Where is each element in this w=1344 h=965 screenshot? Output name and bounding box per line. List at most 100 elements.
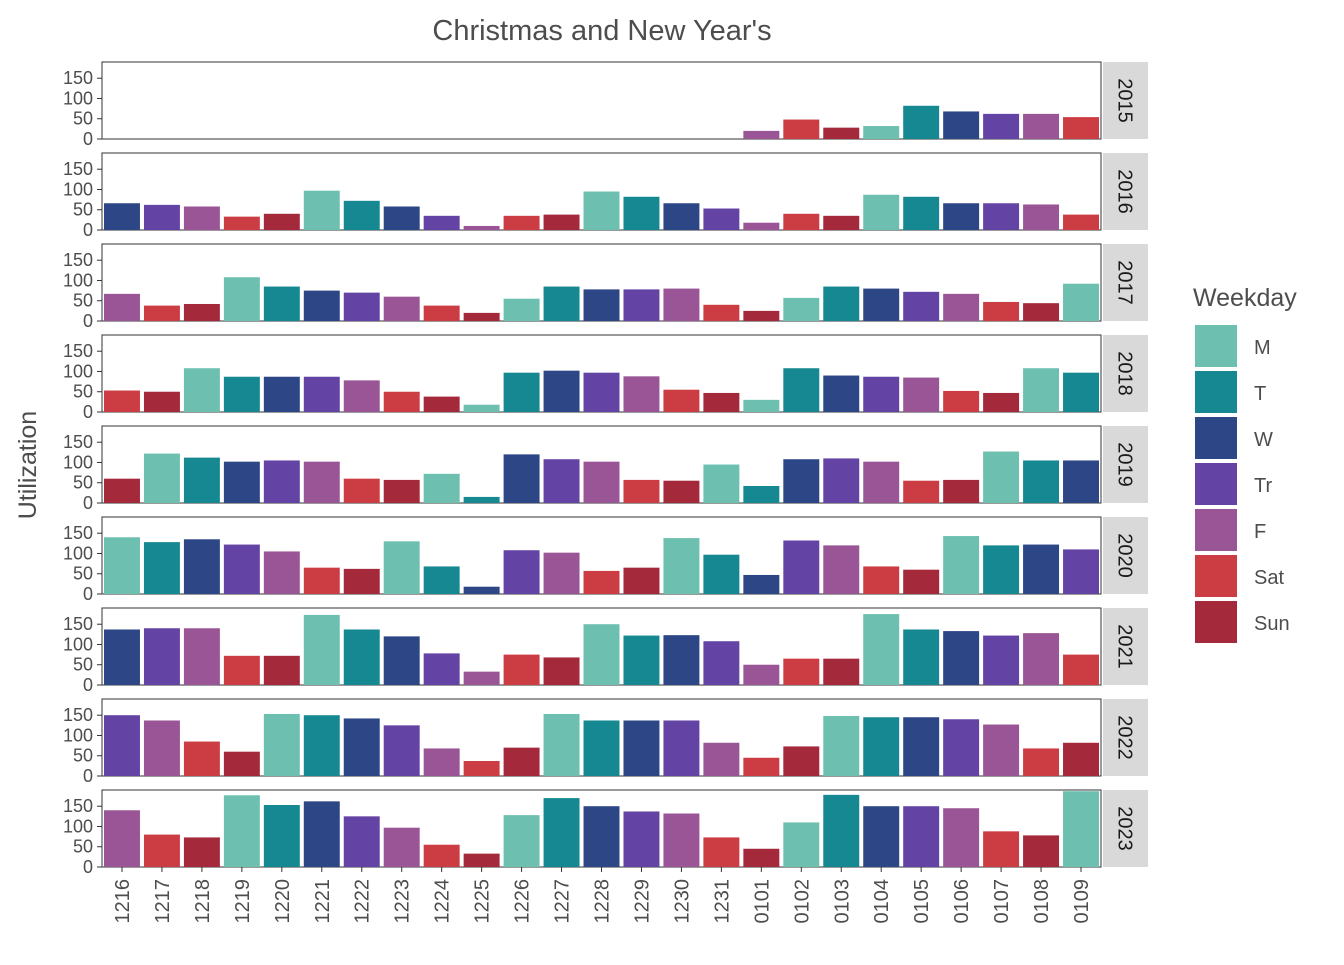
- bar: [104, 537, 140, 594]
- bar: [383, 296, 420, 321]
- y-tick-label: 150: [63, 614, 93, 634]
- bar: [503, 550, 540, 594]
- x-tick-label: 0102: [791, 879, 813, 924]
- bar: [583, 191, 620, 230]
- bar: [623, 479, 660, 503]
- x-tick-label: 1223: [392, 879, 414, 924]
- bar: [863, 614, 900, 685]
- bar: [1063, 791, 1099, 867]
- bar: [383, 725, 420, 776]
- bar: [863, 566, 900, 594]
- bar: [423, 653, 460, 685]
- y-tick-label: 50: [73, 109, 93, 129]
- bar: [143, 628, 180, 685]
- bar: [983, 113, 1020, 139]
- bar: [183, 206, 220, 230]
- y-tick-label: 100: [63, 634, 93, 654]
- x-tick-label: 1228: [592, 879, 614, 924]
- bar: [343, 380, 380, 412]
- y-tick-label: 50: [73, 564, 93, 584]
- x-tick-label: 0105: [911, 879, 933, 924]
- bar: [383, 391, 420, 412]
- bar: [983, 203, 1020, 230]
- y-tick-label: 150: [63, 432, 93, 452]
- bar: [743, 757, 780, 776]
- y-tick-label: 100: [63, 270, 93, 290]
- bar: [663, 480, 700, 503]
- bar: [343, 568, 380, 594]
- x-tick-label: 1231: [711, 879, 733, 924]
- x-tick-label: 1221: [312, 879, 334, 924]
- bar: [583, 289, 620, 321]
- bar: [623, 720, 660, 776]
- bar: [703, 742, 740, 776]
- bar: [463, 404, 500, 412]
- bar: [783, 459, 820, 503]
- y-tick-label: 150: [63, 159, 93, 179]
- y-tick-label: 100: [63, 452, 93, 472]
- bar: [983, 831, 1020, 867]
- bar: [543, 552, 580, 594]
- bar: [263, 213, 300, 230]
- bar: [623, 567, 660, 594]
- y-tick-label: 100: [63, 725, 93, 745]
- bar: [1023, 544, 1060, 594]
- y-tick-label: 0: [83, 493, 93, 513]
- bar: [104, 293, 140, 321]
- bar: [983, 724, 1020, 776]
- bar: [543, 713, 580, 776]
- x-tick-label: 0106: [951, 879, 973, 924]
- x-tick-label: 0108: [1031, 879, 1053, 924]
- facet-strip-label: 2019: [1114, 442, 1136, 487]
- bar: [343, 718, 380, 776]
- bar: [383, 827, 420, 867]
- bar: [863, 717, 900, 776]
- bar: [423, 215, 460, 230]
- x-tick-label: 1230: [671, 879, 693, 924]
- bar: [1023, 748, 1060, 776]
- bar: [663, 389, 700, 412]
- bar: [703, 554, 740, 594]
- y-tick-label: 50: [73, 473, 93, 493]
- bar: [903, 480, 940, 503]
- bar: [743, 310, 780, 321]
- bar: [463, 496, 500, 503]
- bar: [183, 303, 220, 321]
- bar: [743, 399, 780, 412]
- legend-swatch: [1195, 601, 1237, 643]
- bar: [1023, 835, 1060, 867]
- legend-label: W: [1254, 429, 1273, 451]
- y-tick-label: 50: [73, 291, 93, 311]
- bar: [1063, 549, 1099, 594]
- bar: [463, 225, 500, 230]
- bar: [863, 194, 900, 230]
- legend-swatch: [1195, 417, 1237, 459]
- facet-strip-label: 2022: [1114, 715, 1136, 760]
- bar: [543, 459, 580, 503]
- bar: [303, 376, 340, 412]
- bar: [743, 574, 780, 594]
- x-tick-label: 1224: [432, 879, 454, 924]
- y-tick-label: 100: [63, 543, 93, 563]
- bar: [503, 372, 540, 412]
- bar: [783, 540, 820, 594]
- bar: [943, 479, 980, 503]
- bar: [183, 837, 220, 867]
- bar: [463, 586, 500, 594]
- bar: [1023, 303, 1060, 321]
- bar: [703, 464, 740, 503]
- bar: [104, 810, 140, 867]
- bar: [183, 628, 220, 685]
- bar: [623, 289, 660, 321]
- facet-strip-label: 2018: [1114, 351, 1136, 396]
- legend-label: Tr: [1254, 475, 1272, 497]
- bar: [503, 215, 540, 230]
- legend-swatch: [1195, 463, 1237, 505]
- bar: [143, 834, 180, 867]
- bar: [143, 305, 180, 321]
